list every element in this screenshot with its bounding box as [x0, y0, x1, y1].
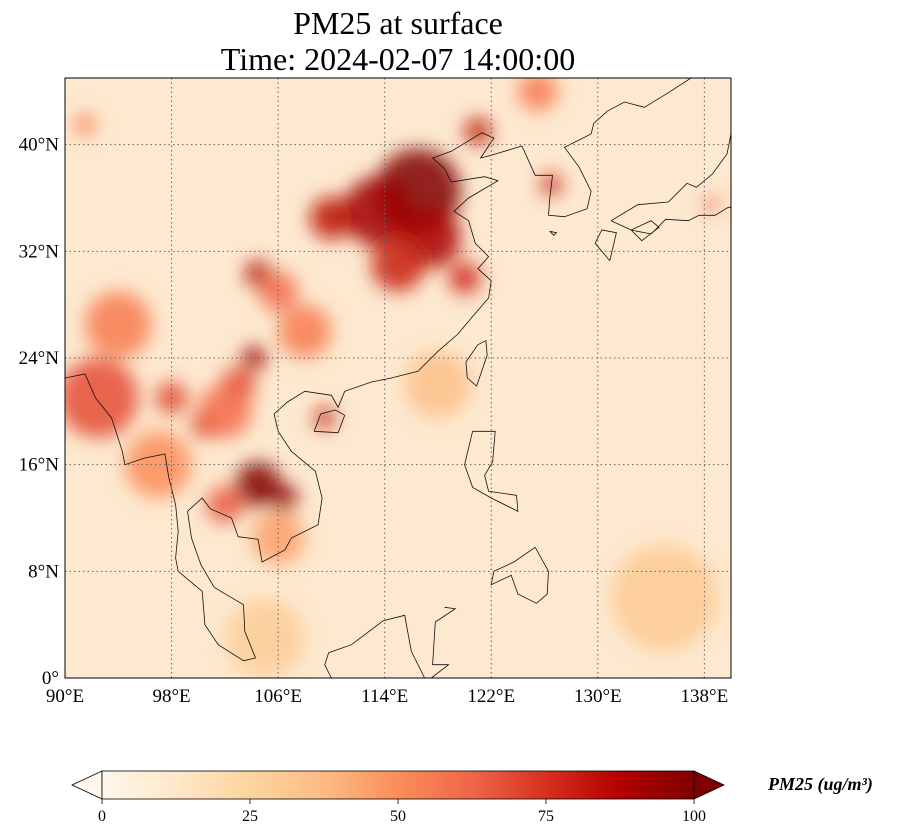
longitude-tick-label: 106°E	[254, 686, 302, 707]
colorbar-tick-label: 100	[682, 808, 706, 825]
latitude-ticks: 0° 8°N 16°N 24°N 32°N 40°N	[19, 135, 60, 689]
coastline	[490, 546, 549, 604]
colorbar-tick-label: 25	[242, 808, 258, 825]
pm25-hotspot	[258, 271, 299, 312]
pm25-hotspot	[65, 358, 139, 438]
pm25-hotspot	[404, 351, 472, 418]
coastline	[549, 230, 558, 236]
map-title: PM25 at surface	[293, 5, 503, 41]
coastline	[324, 606, 457, 678]
coastline	[610, 206, 731, 235]
colorbar-label: PM25 (ug/m³)	[768, 774, 873, 794]
gridlines	[65, 78, 731, 678]
colorbar-tick-label: 75	[538, 808, 554, 825]
pm25-hotspot	[611, 544, 718, 652]
pm25-hotspot	[206, 486, 244, 524]
pm25-hotspot	[371, 238, 425, 292]
pm25-hotspot	[314, 407, 336, 429]
pm25-hotspot	[74, 114, 96, 136]
colorbar-tick-label: 0	[98, 808, 106, 825]
coastline	[610, 78, 731, 222]
pm25-hotspot	[310, 196, 353, 240]
latitude-tick-label: 32°N	[19, 241, 60, 262]
latitude-tick-label: 40°N	[19, 135, 60, 156]
colorbar-max-extension	[693, 770, 725, 800]
longitude-tick-label: 114°E	[361, 686, 408, 707]
pm25-hotspot	[84, 291, 152, 358]
colorbar-tick-label: 50	[390, 808, 406, 825]
colorbar-gradient	[101, 770, 695, 800]
colorbar-ticks: 0 25 50 75 100	[98, 799, 706, 825]
pm25-hotspot	[343, 176, 413, 246]
coastline	[630, 220, 660, 242]
longitude-tick-label: 130°E	[574, 686, 622, 707]
longitude-ticks: 90°E 98°E 106°E 114°E 122°E 130°E 138°E	[46, 686, 728, 707]
pm25-hotspot	[198, 384, 252, 438]
colorbar: 0 25 50 75 100	[71, 770, 725, 825]
latitude-tick-label: 16°N	[19, 455, 60, 476]
pm25-hotspot	[448, 262, 481, 294]
pm25-hotspot	[278, 304, 332, 358]
longitude-tick-label: 90°E	[46, 686, 84, 707]
pm25-hotspot	[704, 198, 718, 212]
coastline	[65, 78, 692, 662]
latitude-tick-label: 0°	[42, 668, 59, 689]
latitude-tick-label: 24°N	[19, 348, 60, 369]
longitude-tick-label: 122°E	[467, 686, 515, 707]
coastline	[594, 229, 617, 261]
coastline	[313, 409, 346, 434]
coastline	[464, 430, 519, 512]
pm25-hotspot	[464, 118, 492, 145]
longitude-tick-label: 138°E	[681, 686, 729, 707]
colorbar-min-extension	[71, 770, 103, 800]
pm25-hotspot	[271, 484, 299, 512]
map-time-subtitle: Time: 2024-02-07 14:00:00	[220, 41, 576, 77]
pm25-hotspot	[517, 78, 558, 112]
coastlines	[65, 78, 731, 678]
latitude-tick-label: 8°N	[28, 561, 59, 582]
coastline	[465, 340, 488, 387]
pm25-hotspot	[224, 598, 305, 678]
pm25-hotspot	[235, 462, 281, 508]
map-frame	[64, 77, 732, 679]
longitude-tick-label: 98°E	[152, 686, 190, 707]
pm25-hotspot	[124, 431, 192, 498]
